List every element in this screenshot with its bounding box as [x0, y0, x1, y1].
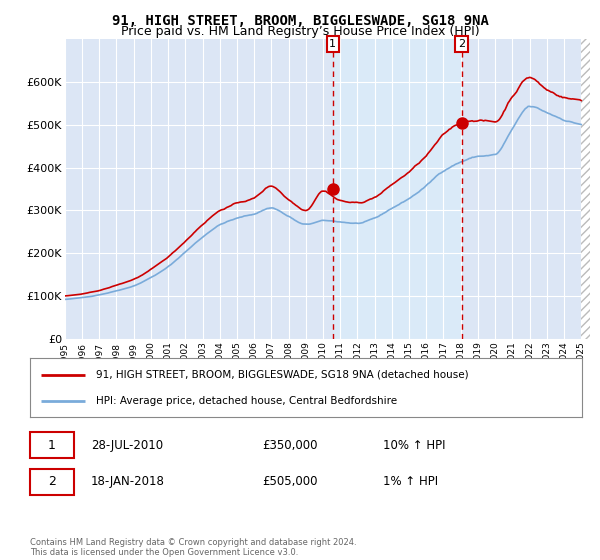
Text: 1: 1	[329, 39, 337, 49]
Text: £350,000: £350,000	[262, 439, 317, 452]
Text: HPI: Average price, detached house, Central Bedfordshire: HPI: Average price, detached house, Cent…	[96, 396, 397, 406]
Bar	[581, 39, 590, 339]
Text: 1% ↑ HPI: 1% ↑ HPI	[383, 475, 439, 488]
Text: 18-JAN-2018: 18-JAN-2018	[91, 475, 164, 488]
Bar	[333, 39, 461, 339]
Text: 2: 2	[48, 475, 56, 488]
Text: 91, HIGH STREET, BROOM, BIGGLESWADE, SG18 9NA (detached house): 91, HIGH STREET, BROOM, BIGGLESWADE, SG1…	[96, 370, 469, 380]
FancyBboxPatch shape	[30, 469, 74, 495]
Text: £505,000: £505,000	[262, 475, 317, 488]
FancyBboxPatch shape	[30, 432, 74, 459]
Text: Price paid vs. HM Land Registry’s House Price Index (HPI): Price paid vs. HM Land Registry’s House …	[121, 25, 479, 38]
Text: 2: 2	[458, 39, 465, 49]
Text: Contains HM Land Registry data © Crown copyright and database right 2024.
This d: Contains HM Land Registry data © Crown c…	[30, 538, 356, 557]
Text: 1: 1	[48, 439, 56, 452]
Text: 10% ↑ HPI: 10% ↑ HPI	[383, 439, 446, 452]
Text: 28-JUL-2010: 28-JUL-2010	[91, 439, 163, 452]
Text: 91, HIGH STREET, BROOM, BIGGLESWADE, SG18 9NA: 91, HIGH STREET, BROOM, BIGGLESWADE, SG1…	[112, 14, 488, 28]
